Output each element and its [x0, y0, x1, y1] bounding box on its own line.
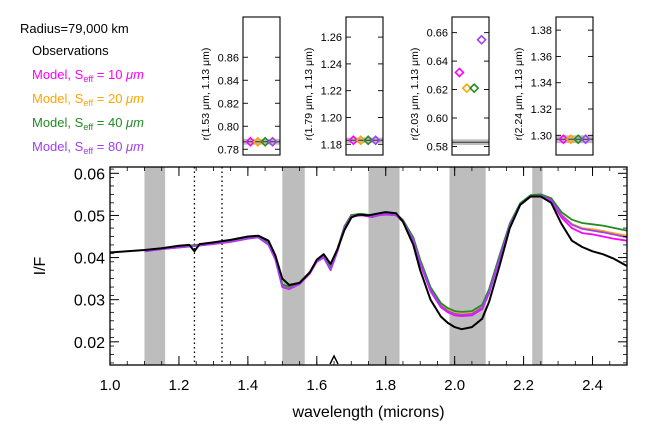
diamond-marker-2-3 [370, 135, 381, 146]
ratio-ylabel-4: r(2.24 μm, 1.13 μm) [513, 48, 525, 141]
diamond-marker-1-0 [245, 136, 256, 147]
ratio-ylabel-3: r(2.03 μm, 1.13 μm) [409, 48, 421, 141]
y-tick-label-0: 0.02 [74, 335, 105, 352]
legend-item-model-40: Model, Seff = 40 μm [32, 115, 144, 132]
x-tick-label-2: 1.4 [237, 377, 258, 394]
x-axis-label: wavelength (microns) [291, 404, 444, 421]
main-panel: 1.0 1.2 1.4 1.6 1.8 2.0 2.2 2.4 0.02 0.03 0.04 0.05… [32, 166, 628, 421]
ratio-ylabel-2: r(1.79 μm, 1.13 μm) [303, 48, 315, 141]
ratio-panel-frame-1 [242, 16, 281, 156]
diamond-marker-1-1 [252, 136, 263, 147]
ratio-ytick-label-1-4: 0.86 [218, 52, 239, 64]
ratio-ytick-label-2-2: 1.22 [321, 86, 342, 98]
ratio-panel-2: 1.18 1.20 1.22 1.24 1.26 r(1.79 μm, 1.13 μm) [303, 16, 384, 156]
diamond-marker-4-1 [565, 134, 576, 145]
x-tick-label-7: 2.4 [582, 377, 603, 394]
ratio-ytick-label-3-2: 0.62 [427, 85, 448, 97]
shaded-band-3 [449, 167, 486, 365]
x-tick-label-6: 2.2 [513, 377, 534, 394]
ratio-ytick-label-2-4: 1.26 [321, 32, 342, 44]
y-tick-label-4: 0.06 [74, 166, 105, 183]
ratio-panel-1: 0.78 0.80 0.82 0.84 0.86 r(1.53 μm, 1.13 μm) [200, 16, 281, 156]
y-tick-label-1: 0.03 [74, 293, 105, 310]
shaded-band-2 [368, 167, 400, 365]
x-tick-label-4: 1.8 [375, 377, 396, 394]
ratio-panel-3: 0.58 0.60 0.62 0.64 0.66 r(2.03 μm, 1.13 μm) [409, 16, 490, 156]
diamond-marker-4-3 [580, 134, 591, 145]
y-tick-label-3: 0.05 [74, 208, 105, 225]
ratio-ytick-label-3-0: 0.58 [427, 141, 448, 153]
ratio-ylabel-1: r(1.53 μm, 1.13 μm) [200, 48, 212, 141]
legend-item-model-10: Model, Seff = 10 μm [32, 67, 144, 84]
legend-item-model-80: Model, Seff = 80 μm [32, 139, 144, 156]
x-tick-label-3: 1.6 [306, 377, 327, 394]
y-axis-label: I/F [32, 256, 49, 275]
diamond-marker-3-0 [454, 67, 465, 78]
legend-item-model-20: Model, Seff = 20 μm [32, 91, 144, 108]
shaded-band-0 [144, 167, 166, 365]
ratio-ytick-label-4-4: 1.38 [531, 25, 552, 37]
ratio-ytick-label-4-3: 1.36 [531, 51, 552, 63]
ratio-ytick-label-3-4: 0.66 [427, 28, 448, 40]
y-tick-label-2: 0.04 [74, 251, 105, 268]
ratio-ytick-label-1-3: 0.84 [218, 75, 239, 87]
ratio-ytick-label-2-1: 1.20 [321, 112, 342, 124]
diamond-marker-4-2 [573, 134, 584, 145]
ratio-ytick-label-3-3: 0.64 [427, 56, 448, 68]
ratio-ytick-label-4-1: 1.32 [531, 104, 552, 116]
diamond-marker-2-0 [348, 135, 359, 146]
diamond-marker-2-1 [355, 135, 366, 146]
ratio-ytick-label-2-3: 1.24 [321, 59, 342, 71]
ratio-panel-frame-2 [345, 16, 384, 156]
diamond-marker-2-2 [363, 135, 374, 146]
caret-marker [329, 354, 339, 365]
ratio-ytick-label-1-2: 0.82 [218, 98, 239, 110]
x-tick-label-0: 1.0 [100, 377, 121, 394]
shaded-band-4 [532, 167, 543, 365]
ratio-panel-frame-4 [555, 16, 594, 156]
diamond-marker-4-0 [558, 134, 569, 145]
ratio-panel-4: 1.30 1.32 1.34 1.36 1.38 r(2.24 μm, 1.13 μm) [513, 16, 594, 156]
diamond-marker-1-3 [267, 136, 278, 147]
ratio-ytick-label-2-0: 1.18 [321, 139, 342, 151]
x-tick-label-1: 1.2 [169, 377, 190, 394]
ratio-ytick-label-1-1: 0.80 [218, 121, 239, 133]
ratio-ytick-label-3-1: 0.60 [427, 113, 448, 125]
legend-header: Radius=79,000 km [20, 21, 129, 36]
ratio-ytick-label-1-0: 0.78 [218, 144, 239, 156]
legend-item-observations: Observations [32, 43, 109, 58]
ratio-ytick-label-4-2: 1.34 [531, 78, 552, 90]
legend: Radius=79,000 km Observations Model, Sef… [20, 21, 144, 156]
diamond-marker-3-1 [461, 83, 472, 94]
diamond-marker-3-2 [469, 83, 480, 94]
x-tick-label-5: 2.0 [444, 377, 465, 394]
ratio-ytick-label-4-0: 1.30 [531, 130, 552, 142]
ratio-panel-frame-3 [451, 16, 490, 156]
series-line-0 [109, 195, 628, 331]
diamond-marker-1-2 [260, 136, 271, 147]
shaded-band-1 [282, 167, 305, 365]
diamond-marker-3-3 [476, 34, 487, 45]
